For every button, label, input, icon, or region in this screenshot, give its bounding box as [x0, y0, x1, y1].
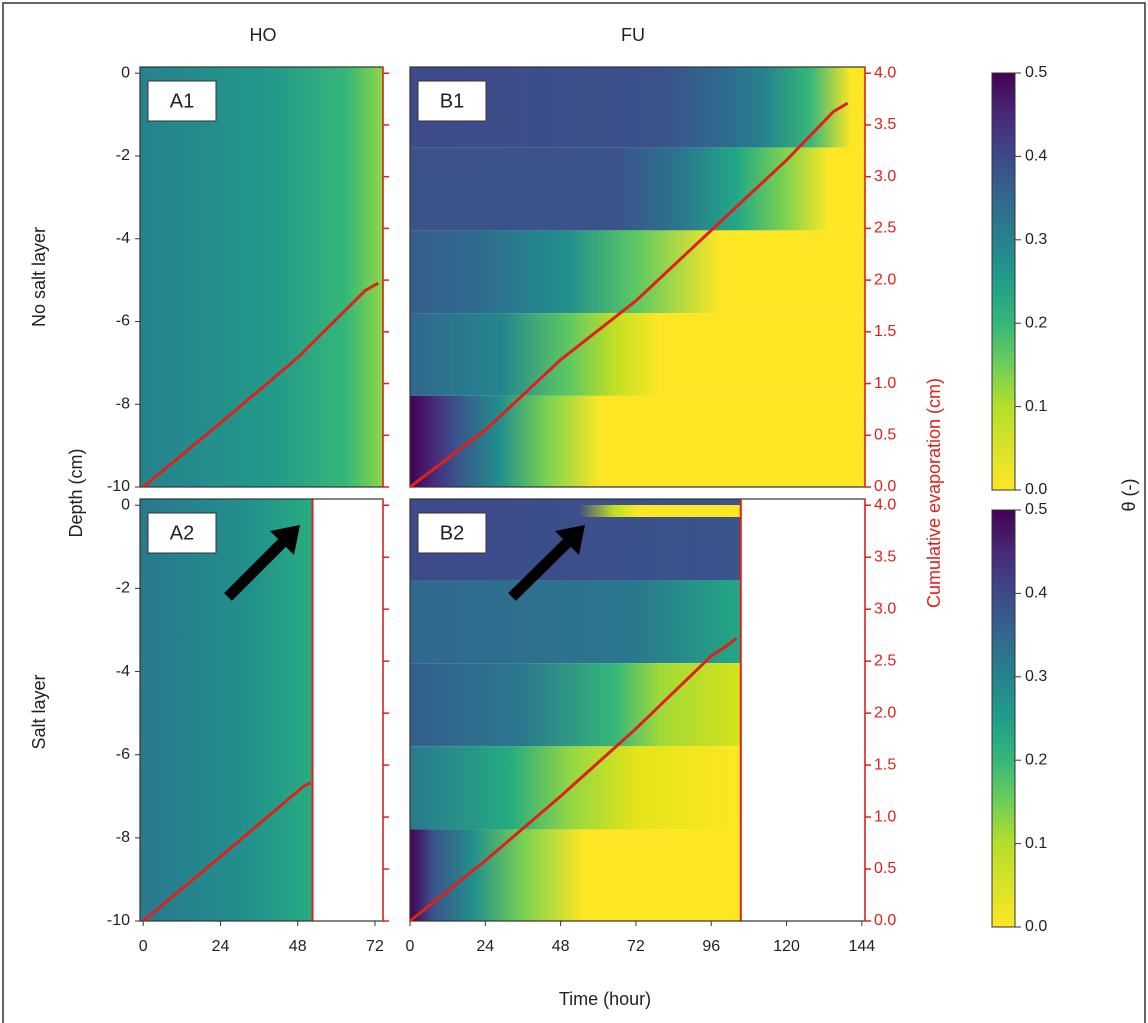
heatmap-band: [410, 395, 865, 487]
evaporation-line: [409, 637, 738, 923]
colorbar-label: θ (-): [1119, 479, 1139, 512]
y-tick-label: -2: [116, 147, 130, 164]
y2-tick-label: 1.0: [874, 808, 896, 825]
y2-tick-label: 3.0: [874, 168, 896, 185]
row-title: No salt layer: [29, 227, 49, 327]
arrow-head: [555, 525, 585, 555]
y-tick-label: -6: [116, 313, 130, 330]
colorbar-tick-label: 0.5: [1025, 501, 1047, 518]
x-tick-label: 48: [289, 938, 307, 955]
heatmap-band: [410, 147, 865, 231]
y2-tick-label: 4.0: [874, 496, 896, 513]
colorbar-tick-label: 0.1: [1025, 398, 1047, 415]
y-tick-label: -6: [116, 746, 130, 763]
y-tick-label: 0: [121, 496, 130, 513]
heatmap-band: [410, 663, 741, 747]
colorbar-tick-label: 0.1: [1025, 835, 1047, 852]
y-tick-label: -4: [116, 230, 130, 247]
evaporation-line: [142, 781, 312, 923]
panel-label-box: [417, 80, 487, 122]
y2-tick-label: 2.5: [874, 220, 896, 237]
y2-tick-label: 0.5: [874, 860, 896, 877]
panel-label-box: [417, 512, 487, 554]
colorbar-tick-label: 0.2: [1025, 314, 1047, 331]
y-tick-label: -10: [107, 912, 130, 929]
panel-label: A1: [170, 90, 194, 112]
x-axis-label: Time (hour): [559, 989, 651, 1009]
colorbar-tick-label: 0.0: [1025, 481, 1047, 498]
colorbar-tick-label: 0.4: [1025, 585, 1047, 602]
heatmap-band: [410, 580, 741, 664]
y2-axis-label: Cumulative evaporation (cm): [924, 378, 944, 608]
x-tick-label: 72: [366, 938, 384, 955]
y2-tick-label: 3.5: [874, 548, 896, 565]
y-tick-label: -8: [116, 829, 130, 846]
x-tick-label: 120: [773, 938, 800, 955]
x-tick-label: 144: [849, 938, 876, 955]
y2-tick-label: 2.0: [874, 704, 896, 721]
y2-tick-label: 3.5: [874, 116, 896, 133]
y2-tick-label: 1.5: [874, 756, 896, 773]
column-title: FU: [621, 25, 645, 45]
heatmap-band: [410, 746, 741, 830]
colorbar-tick-label: 0.4: [1025, 148, 1047, 165]
x-tick-label: 96: [702, 938, 720, 955]
y2-tick-label: 1.0: [874, 375, 896, 392]
y-axis-label: Depth (cm): [66, 448, 86, 537]
y2-tick-label: 4.0: [874, 64, 896, 81]
y2-tick-label: 1.5: [874, 323, 896, 340]
column-title: HO: [250, 25, 277, 45]
x-tick-label: 24: [212, 938, 230, 955]
panel-label: A2: [170, 522, 194, 544]
evaporation-line: [409, 101, 849, 489]
arrow-shaft: [224, 533, 292, 601]
y2-tick-label: 2.0: [874, 271, 896, 288]
panel-label: B2: [440, 522, 464, 544]
y-tick-label: -2: [116, 580, 130, 597]
y-tick-label: 0: [121, 64, 130, 81]
panel-label-box: [147, 512, 217, 554]
y-tick-label: -8: [116, 395, 130, 412]
y2-tick-label: 2.5: [874, 652, 896, 669]
y-tick-label: -10: [107, 478, 130, 495]
heatmap-band: [140, 67, 383, 487]
colorbar-tick-label: 0.2: [1025, 751, 1047, 768]
x-tick-label: 48: [552, 938, 570, 955]
heatmap-band: [410, 829, 741, 921]
arrow-shaft: [508, 533, 577, 601]
colorbar: [991, 509, 1016, 928]
heatmap-band: [578, 505, 741, 517]
y2-tick-label: 0.5: [874, 426, 896, 443]
x-tick-label: 0: [139, 938, 148, 955]
y2-tick-label: 0.0: [874, 912, 896, 929]
arrow-head: [270, 525, 300, 555]
y-tick-label: -4: [116, 663, 130, 680]
panel-label: B1: [440, 90, 464, 112]
colorbar-tick-label: 0.3: [1025, 231, 1047, 248]
y2-tick-label: 3.0: [874, 600, 896, 617]
panel-label-box: [147, 80, 217, 122]
heatmap-band: [140, 499, 313, 921]
row-title: Salt layer: [29, 674, 49, 749]
colorbar-tick-label: 0.5: [1025, 64, 1047, 81]
x-tick-label: 72: [627, 938, 645, 955]
heatmap-band: [410, 313, 865, 396]
colorbar-tick-label: 0.0: [1025, 918, 1047, 935]
colorbar-tick-label: 0.3: [1025, 668, 1047, 685]
evaporation-line: [142, 281, 379, 489]
colorbar: [991, 72, 1016, 491]
y2-tick-label: 0.0: [874, 478, 896, 495]
x-tick-label: 24: [476, 938, 494, 955]
x-tick-label: 0: [406, 938, 415, 955]
